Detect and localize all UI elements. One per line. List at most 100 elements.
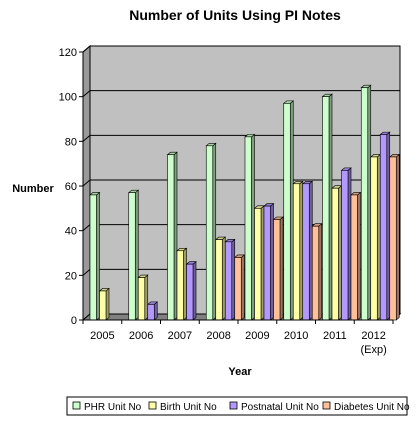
bar-side (289, 100, 294, 321)
bar-side (395, 153, 400, 321)
x-tick-label: 2006 (129, 330, 153, 342)
bar-side (299, 180, 304, 321)
bar (282, 100, 295, 321)
bar-front (292, 183, 301, 321)
x-tick-label: 2008 (206, 330, 230, 342)
bar-side (328, 93, 333, 321)
x-tick-label: 2009 (245, 330, 269, 342)
bar (272, 216, 284, 321)
bar-side (260, 205, 265, 321)
bar (379, 131, 391, 321)
bar (369, 153, 382, 321)
bar (263, 202, 275, 321)
x-tick-label: 2011 (323, 330, 347, 342)
bar-side (357, 191, 361, 321)
y-tick-label: 100 (59, 92, 77, 104)
bar-side (251, 133, 255, 321)
x-axis-title: Year (228, 366, 252, 378)
legend-swatch (148, 401, 157, 410)
bar-front (147, 304, 155, 321)
bar-side (192, 261, 197, 321)
bar-front (254, 208, 262, 321)
legend-swatch (229, 401, 238, 410)
bar-side (240, 254, 245, 321)
bar (350, 191, 362, 321)
bar (360, 84, 372, 321)
bar-front (341, 170, 349, 321)
bar (253, 205, 265, 321)
bar (166, 151, 178, 321)
bar (321, 93, 333, 321)
chart-title: Number of Units Using PI Notes (129, 7, 341, 23)
gridline-side (82, 224, 91, 232)
bar-front (322, 96, 330, 321)
bar (205, 142, 217, 321)
y-tick-label: 120 (59, 47, 77, 59)
bar (388, 153, 401, 321)
legend: PHR Unit No Birth Unit No Postnatal Unit N… (66, 396, 410, 416)
bar-front (205, 145, 214, 321)
bar-front (215, 239, 223, 321)
bar (137, 274, 149, 321)
bar-side (308, 180, 313, 321)
bar-side (144, 274, 149, 321)
bar (233, 254, 246, 321)
x-tick-sublabel: (Exp) (360, 344, 386, 356)
bar-side (231, 238, 236, 321)
bar-side (153, 301, 158, 321)
y-tick-label: 20 (65, 270, 77, 282)
bar-front (167, 154, 175, 321)
bar (311, 223, 323, 321)
bar-front (99, 290, 107, 321)
bar-front (273, 219, 281, 321)
bar-side (221, 236, 226, 321)
bar (331, 185, 343, 321)
bar-front (311, 225, 320, 321)
bar-front (263, 205, 271, 321)
bar-side (318, 223, 323, 321)
y-tick-label: 80 (65, 136, 77, 148)
bar (224, 238, 236, 321)
bar (185, 261, 197, 321)
bar (340, 167, 352, 321)
bar-side (134, 189, 139, 321)
x-tick-label: 2007 (168, 330, 192, 342)
legend-label: Birth Unit No (160, 402, 217, 413)
gridline-side (82, 134, 91, 142)
legend-swatch (322, 401, 331, 410)
bar-front (186, 263, 194, 321)
x-tick-label: 2010 (284, 330, 308, 342)
bar (244, 133, 256, 321)
bar-side (173, 151, 178, 321)
gridline-side (82, 268, 91, 276)
bar-front (234, 257, 242, 321)
x-tick-label: 2012 (361, 330, 385, 342)
bar-front (302, 183, 310, 321)
y-tick-label: 60 (65, 181, 77, 193)
bar-side (376, 153, 381, 321)
bar (301, 180, 314, 321)
gridline-side (82, 179, 91, 187)
y-axis-title: Number (12, 183, 54, 195)
bar (214, 236, 227, 321)
bar-front (176, 250, 184, 321)
legend-swatch (72, 401, 81, 410)
bar-front (350, 194, 358, 321)
bar-front (331, 187, 339, 321)
y-tick-label: 40 (65, 226, 77, 238)
bar-front (128, 192, 136, 321)
plot-area: 0 20 40 60 80 100 120 2005 2006 2007 2008 2009 2010 2… (59, 44, 402, 356)
bar-side (105, 287, 110, 321)
bar-front (360, 87, 369, 321)
bar-side (386, 131, 391, 321)
bar-side (367, 84, 372, 321)
bar (292, 180, 304, 321)
bar (127, 189, 140, 321)
bar-front (283, 103, 291, 321)
bar-side (183, 247, 187, 321)
x-tick-label: 2005 (90, 330, 114, 342)
bar-front (89, 194, 97, 321)
bar-front (379, 134, 388, 321)
bar-front (370, 156, 378, 321)
y-tick-label: 0 (71, 315, 77, 327)
